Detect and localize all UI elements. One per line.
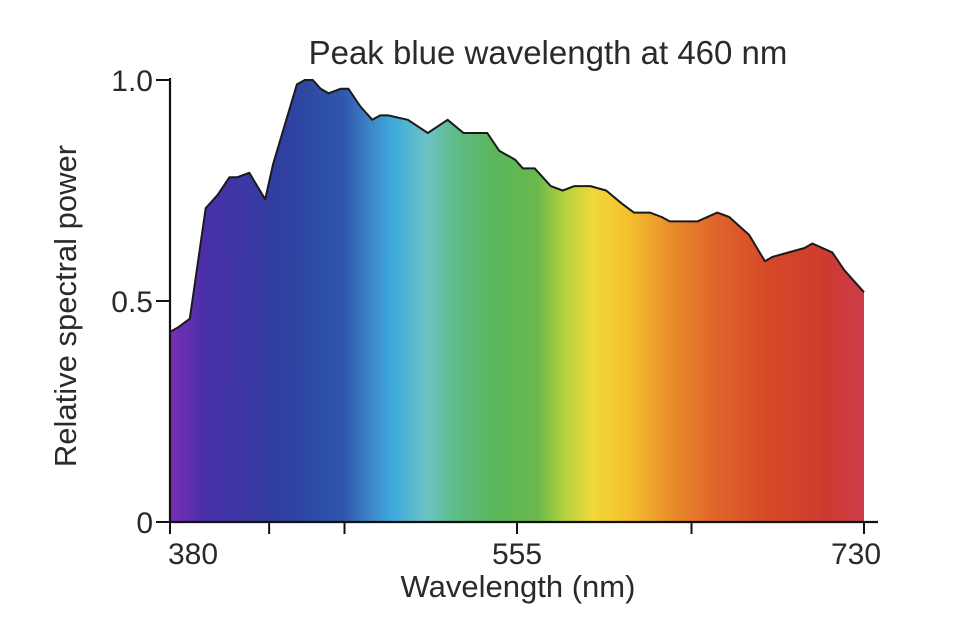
chart-title: Peak blue wavelength at 460 nm <box>309 34 788 71</box>
x-ticks: 380 555 730 <box>168 522 881 571</box>
x-tick-label: 555 <box>492 538 542 571</box>
plot-area <box>169 79 865 522</box>
spectrum-curve-outline <box>169 79 865 333</box>
y-ticks: 0 0.5 1.0 <box>111 65 170 540</box>
y-axis-label: Relative spectral power <box>48 145 83 467</box>
y-tick-label: 0 <box>136 507 153 540</box>
spectrum-area <box>170 80 864 522</box>
x-tick-label: 380 <box>168 538 218 571</box>
y-tick-label: 1.0 <box>111 65 153 98</box>
x-axis-label: Wavelength (nm) <box>401 569 636 604</box>
x-tick-label: 730 <box>831 538 881 571</box>
y-tick-label: 0.5 <box>111 286 153 319</box>
